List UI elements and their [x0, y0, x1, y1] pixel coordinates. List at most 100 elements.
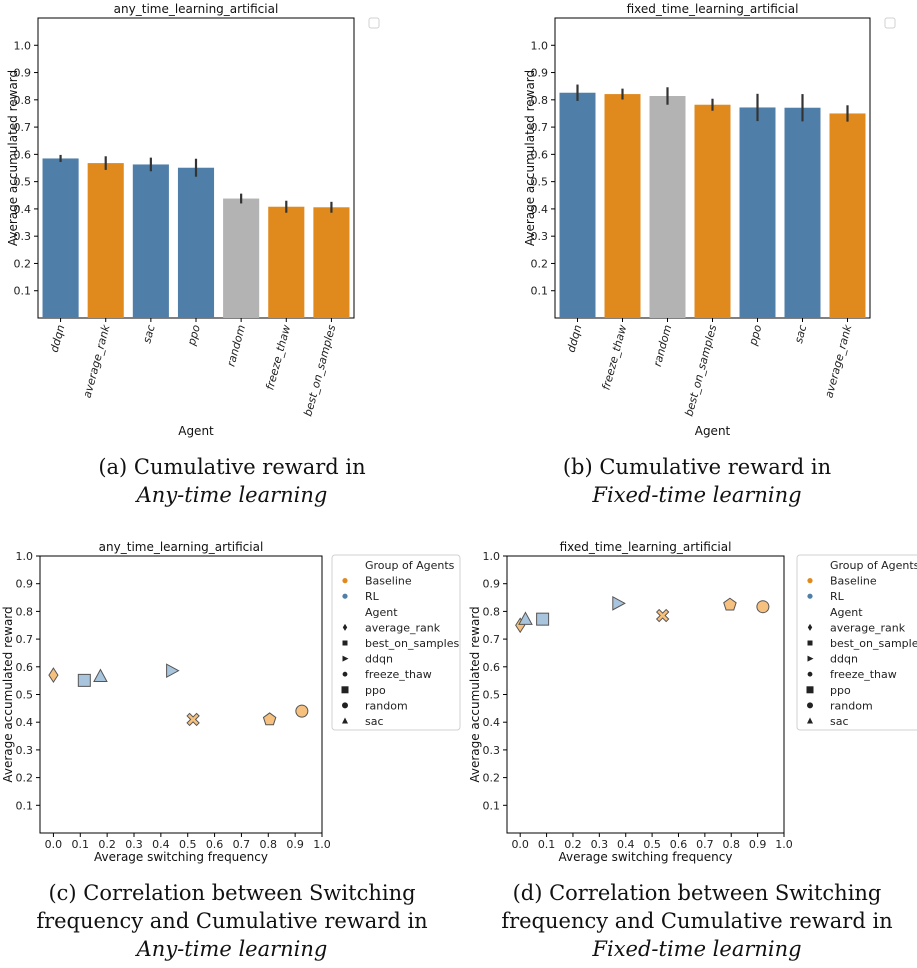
x-axis-label: Average switching frequency — [559, 850, 733, 864]
legend-agent-label: average_rank — [830, 621, 906, 634]
bar-freeze_thaw — [268, 206, 305, 318]
x-tick-label-random: random — [651, 323, 675, 368]
y-axis-label: Average accumulated reward — [468, 606, 482, 782]
legend-group-label: RL — [365, 590, 380, 603]
legend-marker-sac — [807, 717, 813, 724]
legend-group-label: RL — [830, 590, 845, 603]
legend-box — [368, 17, 380, 29]
legend-frame — [796, 554, 917, 731]
x-tick-label-freeze_thaw: freeze_thaw — [599, 323, 629, 391]
x-tick-label-best_on_samples: best_on_samples — [301, 323, 338, 418]
point-best_on_samples — [723, 597, 737, 611]
x-tick-label: 0.4 — [152, 838, 170, 851]
point-freeze_thaw — [186, 712, 200, 727]
y-tick-label: 0.6 — [531, 148, 549, 161]
caption-c: (c) Correlation between Switching freque… — [22, 879, 442, 963]
point-sac — [518, 611, 533, 625]
legend-agent-title: Agent — [365, 606, 398, 619]
y-tick-label: 0.3 — [531, 230, 549, 243]
y-tick-label: 0.4 — [531, 203, 549, 216]
legend-dot-baseline — [342, 578, 348, 584]
legend-agent-label: best_on_samples — [365, 637, 459, 650]
point-average_rank — [48, 667, 59, 684]
y-tick-label: 0.2 — [14, 257, 32, 270]
bar-sac — [132, 164, 169, 318]
bar-ppo — [177, 167, 215, 318]
caption-d-line2: frequency and Cumulative reward in — [501, 909, 893, 933]
y-tick-label: 0.8 — [14, 94, 32, 107]
legend-marker-random — [807, 702, 813, 709]
x-tick-label: 0.4 — [617, 838, 635, 851]
caption-a: (a) Cumulative reward in Any-time learni… — [22, 453, 442, 509]
y-tick-label: 1.0 — [16, 550, 34, 563]
legend-marker-freeze_thaw — [807, 671, 813, 677]
x-tick-label: 0.0 — [45, 838, 63, 851]
y-tick-label: 0.1 — [531, 285, 549, 298]
x-tick-label: 0.5 — [179, 838, 197, 851]
caption-a-line2: Any-time learning — [136, 483, 328, 507]
legend-group-label: Baseline — [830, 575, 877, 588]
y-tick-label: 0.5 — [531, 176, 549, 189]
legend-marker-ppo — [806, 686, 814, 694]
x-tick-label-ppo: ppo — [746, 323, 764, 348]
x-tick-label: 0.8 — [260, 838, 278, 851]
y-tick-label: 0.5 — [14, 176, 32, 189]
y-tick-label: 0.6 — [14, 148, 32, 161]
point-ppo — [77, 673, 91, 687]
x-tick-label-ppo: ppo — [185, 323, 203, 348]
x-tick-label-sac: sac — [140, 323, 157, 344]
legend: Group of Agents Baseline RL Agent average_ra… — [331, 554, 461, 731]
x-axis-label: Agent — [178, 424, 214, 438]
x-tick-label: 0.9 — [286, 838, 304, 851]
y-tick-label: 0.7 — [483, 633, 501, 646]
legend-frame — [331, 554, 461, 731]
plot-frame — [39, 555, 323, 834]
y-tick-label: 0.7 — [14, 121, 32, 134]
bar-freeze_thaw — [604, 94, 641, 318]
bar-ddqn — [559, 92, 596, 319]
bar-best_on_samples — [694, 104, 731, 319]
chart-title: fixed_time_learning_artificial — [627, 2, 799, 16]
x-tick-label-ddqn: ddqn — [565, 323, 585, 353]
scatter-chart-2: fixed_time_learning_artificial 0.1 0.2 0.3 0… — [468, 540, 917, 864]
chart-title: any_time_learning_artificial — [114, 2, 279, 16]
scatter-chart-1: any_time_learning_artificial 0.1 0.2 0.3 0.4… — [1, 540, 461, 864]
legend-agent-label: sac — [830, 715, 849, 728]
bar-sac — [784, 107, 821, 319]
x-axis-label: Average switching frequency — [94, 850, 268, 864]
x-tick-label-best_on_samples: best_on_samples — [682, 323, 719, 418]
point-random — [295, 704, 309, 718]
point-ddqn — [612, 596, 626, 611]
y-tick-label: 0.1 — [14, 285, 32, 298]
y-tick-label: 0.5 — [483, 689, 501, 702]
legend-marker-sac — [342, 717, 348, 724]
plot-frame — [506, 555, 785, 834]
legend-agent-label: ddqn — [830, 653, 858, 666]
x-tick-label: 0.9 — [749, 838, 767, 851]
y-tick-label: 0.7 — [16, 633, 34, 646]
caption-d-line1: (d) Correlation between Switching — [512, 881, 882, 905]
caption-b-line1: (b) Cumulative reward in — [562, 455, 832, 479]
bar-ddqn — [42, 158, 79, 318]
legend-marker-ddqn — [807, 655, 814, 662]
x-tick-label-sac: sac — [792, 323, 809, 344]
y-axis-label: Average accumulated reward — [6, 70, 20, 246]
y-tick-label: 0.9 — [531, 67, 549, 80]
y-tick-label: 0.6 — [483, 661, 501, 674]
x-tick-label: 0.8 — [722, 838, 740, 851]
point-ddqn — [166, 663, 180, 679]
y-tick-label: 1.0 — [531, 39, 549, 52]
legend-dot-rl — [807, 593, 813, 599]
legend-box — [884, 17, 896, 29]
y-axis-label: Average accumulated reward — [523, 70, 537, 246]
legend-agent-title: Agent — [830, 606, 863, 619]
legend-marker-average_rank — [807, 623, 813, 631]
caption-c-line1: (c) Correlation between Switching — [48, 881, 416, 905]
legend-group-title: Group of Agents — [365, 559, 455, 572]
bar-best_on_samples — [313, 207, 350, 318]
legend-agent-label: average_rank — [365, 621, 441, 634]
point-random — [756, 600, 770, 614]
x-tick-label: 0.3 — [591, 838, 609, 851]
legend-agent-label: random — [830, 699, 873, 712]
